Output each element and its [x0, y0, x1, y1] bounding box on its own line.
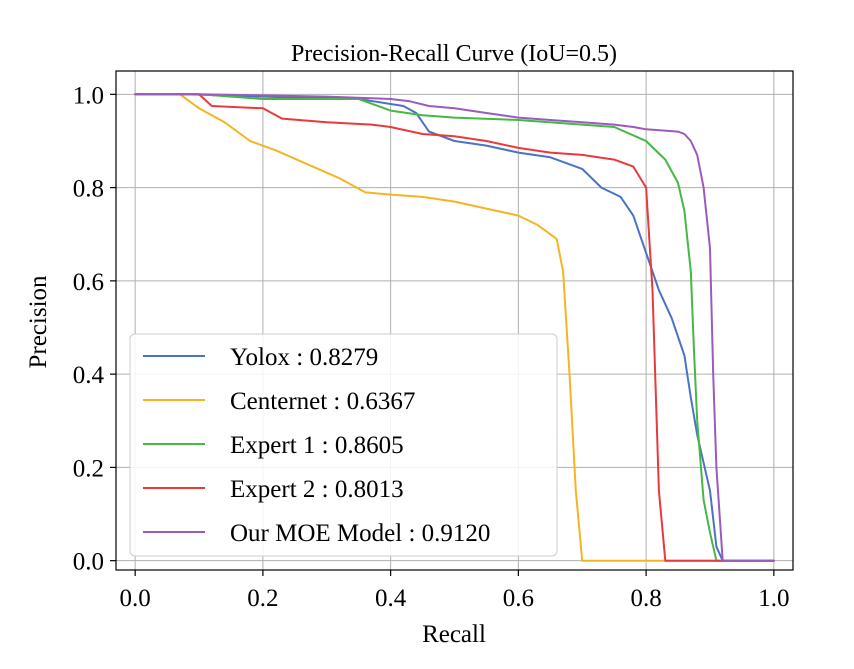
series-line-1	[134, 93, 775, 562]
x-axis-title: Recall	[422, 621, 486, 648]
x-tick-label: 0.8	[630, 585, 661, 612]
x-tick-label: 0.4	[375, 585, 407, 612]
series-line-5	[134, 93, 775, 562]
y-tick-label: 0.8	[73, 176, 104, 203]
y-tick-label: 0.4	[73, 362, 105, 389]
axis-ticks: 0.0 0.2 0.4 0.6 0.8 1.0 0.0 0.2 0.4 0.6 0.8 1.0	[73, 82, 790, 612]
series-lines	[134, 93, 775, 562]
x-tick-label: 0.2	[247, 585, 278, 612]
series-line-3	[134, 93, 775, 562]
y-tick-label: 1.0	[73, 82, 104, 109]
legend-label: Centernet : 0.6367	[230, 388, 415, 415]
legend-label: Expert 2 : 0.8013	[230, 476, 404, 503]
legend-label: Expert 1 : 0.8605	[230, 432, 404, 459]
legend: Yolox : 0.8279 Centernet : 0.6367 Expert 1…	[129, 333, 558, 557]
series-line-2	[134, 93, 775, 562]
y-tick-label: 0.0	[73, 549, 104, 576]
y-axis-title: Precision	[25, 275, 52, 369]
legend-label: Yolox : 0.8279	[230, 344, 378, 371]
legend-box	[129, 333, 558, 557]
x-tick-label: 0.6	[503, 585, 534, 612]
y-tick-label: 0.6	[73, 269, 104, 296]
chart-title: Precision-Recall Curve (IoU=0.5)	[291, 41, 617, 67]
y-tick-label: 0.2	[73, 455, 104, 482]
series-line-4	[134, 93, 775, 562]
x-tick-label: 1.0	[758, 585, 789, 612]
x-tick-label: 0.0	[120, 585, 151, 612]
plot-frame	[115, 70, 794, 571]
legend-label: Our MOE Model : 0.9120	[230, 520, 490, 547]
